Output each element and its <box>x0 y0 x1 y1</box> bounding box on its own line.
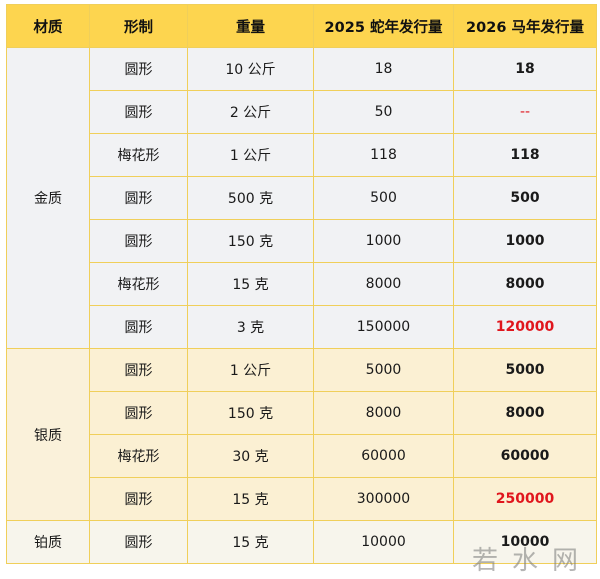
issuance-2026-cell-decrease: 250000 <box>453 477 597 521</box>
shape-cell: 圆形 <box>89 219 188 263</box>
shape-cell: 梅花形 <box>89 133 188 177</box>
table-row: 圆形 150 克 8000 8000 <box>7 391 597 435</box>
table-row: 梅花形 15 克 8000 8000 <box>7 262 597 306</box>
issuance-2025-cell: 60000 <box>313 434 454 478</box>
issuance-2026-cell: 8000 <box>453 262 597 306</box>
issuance-2025-cell: 118 <box>313 133 454 177</box>
table-row: 银质 圆形 1 公斤 5000 5000 <box>6 348 597 521</box>
weight-cell: 500 克 <box>187 176 314 220</box>
issuance-2025-cell: 8000 <box>313 262 454 306</box>
coin-issuance-table: 材质 形制 重量 2025 蛇年发行量 2026 马年发行量 金质 圆形 10 … <box>6 4 597 564</box>
header-2026-issuance: 2026 马年发行量 <box>453 4 597 48</box>
weight-cell: 15 克 <box>187 262 314 306</box>
shape-cell: 圆形 <box>89 47 188 91</box>
issuance-2026-cell: 18 <box>453 47 597 91</box>
issuance-2025-cell: 500 <box>313 176 454 220</box>
material-cell-silver: 银质 <box>6 348 90 521</box>
table-row: 圆形 3 克 150000 120000 <box>7 305 597 349</box>
header-2025-issuance: 2025 蛇年发行量 <box>313 4 454 48</box>
issuance-2026-cell-decrease: 120000 <box>453 305 597 349</box>
header-shape: 形制 <box>89 4 188 48</box>
weight-cell: 150 克 <box>187 391 314 435</box>
shape-cell: 圆形 <box>89 176 188 220</box>
weight-cell: 150 克 <box>187 219 314 263</box>
issuance-2025-cell: 50 <box>313 90 454 134</box>
shape-cell: 梅花形 <box>89 434 188 478</box>
table-row: 圆形 500 克 500 500 <box>7 176 597 220</box>
shape-cell: 圆形 <box>89 477 188 521</box>
issuance-2026-cell: 1000 <box>453 219 597 263</box>
issuance-2025-cell: 18 <box>313 47 454 91</box>
issuance-2025-cell: 300000 <box>313 477 454 521</box>
weight-cell: 30 克 <box>187 434 314 478</box>
weight-cell: 1 公斤 <box>187 348 314 392</box>
issuance-2025-cell: 1000 <box>313 219 454 263</box>
issuance-2026-cell: 118 <box>453 133 597 177</box>
table-header-row: 材质 形制 重量 2025 蛇年发行量 2026 马年发行量 <box>6 4 597 48</box>
header-material: 材质 <box>6 4 90 48</box>
shape-cell: 圆形 <box>89 305 188 349</box>
table-row: 圆形 150 克 1000 1000 <box>7 219 597 263</box>
weight-cell: 2 公斤 <box>187 90 314 134</box>
issuance-2026-cell: 500 <box>453 176 597 220</box>
table-row: 圆形 2 公斤 50 -- <box>7 90 597 134</box>
table-row: 铂质 圆形 15 克 10000 10000 <box>6 520 597 564</box>
shape-cell: 圆形 <box>89 391 188 435</box>
weight-cell: 10 公斤 <box>187 47 314 91</box>
watermark: 若水网 <box>471 546 592 576</box>
shape-cell: 圆形 <box>89 90 188 134</box>
issuance-2025-cell: 150000 <box>313 305 454 349</box>
shape-cell: 梅花形 <box>89 262 188 306</box>
issuance-2026-cell: 10000 <box>453 520 597 564</box>
header-weight: 重量 <box>187 4 314 48</box>
table-row: 金质 圆形 10 公斤 18 18 <box>6 47 597 349</box>
material-cell-platinum: 铂质 <box>6 520 90 564</box>
table-row: 梅花形 1 公斤 118 118 <box>7 133 597 177</box>
issuance-2026-cell: -- <box>453 90 597 134</box>
issuance-2025-cell: 5000 <box>313 348 454 392</box>
material-cell-gold: 金质 <box>6 47 90 349</box>
table-row: 圆形 15 克 300000 250000 <box>7 477 597 521</box>
issuance-2026-cell: 5000 <box>453 348 597 392</box>
shape-cell: 圆形 <box>89 520 188 564</box>
issuance-2026-cell: 60000 <box>453 434 597 478</box>
weight-cell: 15 克 <box>187 520 314 564</box>
table-row: 梅花形 30 克 60000 60000 <box>7 434 597 478</box>
issuance-2025-cell: 10000 <box>313 520 454 564</box>
weight-cell: 15 克 <box>187 477 314 521</box>
shape-cell: 圆形 <box>89 348 188 392</box>
weight-cell: 1 公斤 <box>187 133 314 177</box>
weight-cell: 3 克 <box>187 305 314 349</box>
issuance-2026-cell: 8000 <box>453 391 597 435</box>
issuance-2025-cell: 8000 <box>313 391 454 435</box>
